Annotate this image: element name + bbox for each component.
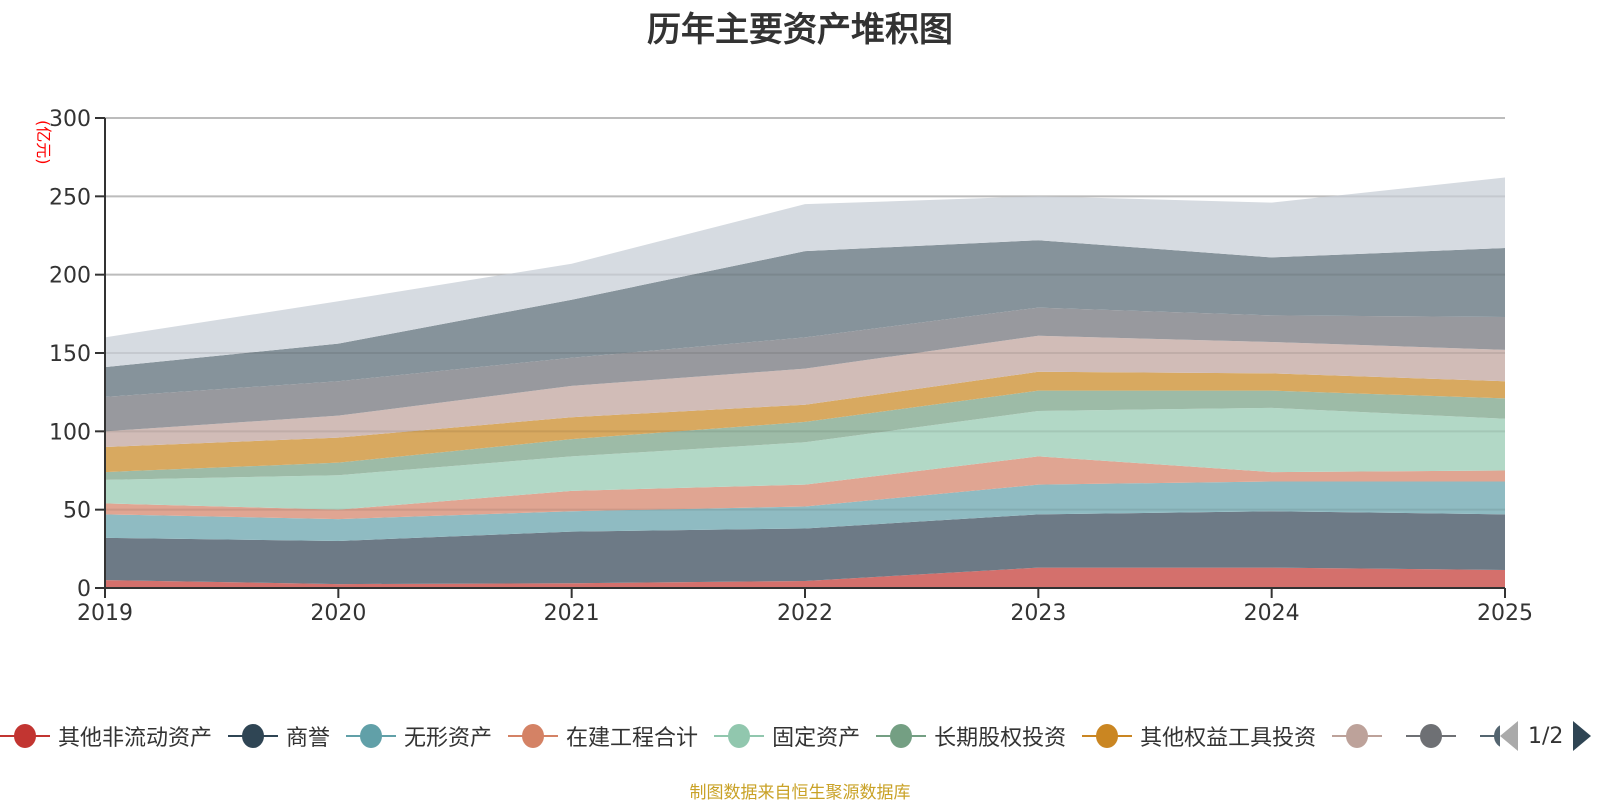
area-series-9[interactable]: [105, 240, 1505, 397]
x-tick-label: 2022: [777, 601, 833, 626]
legend-circle-marker-icon: [1082, 724, 1133, 748]
legend-pager: 1/2: [1500, 716, 1600, 756]
area-series-2[interactable]: [105, 481, 1505, 541]
legend-item[interactable]: 固定资产: [714, 720, 860, 752]
triangle-left-icon[interactable]: [1500, 721, 1518, 751]
legend-circle-marker-icon: [508, 724, 559, 748]
y-tick-label: 0: [77, 577, 91, 602]
stacked-area-chart: 0 50 100 150 200 250 300 2019 2020 2021 2022 2023 20…: [34, 107, 1533, 626]
x-tick-label: 2020: [310, 601, 366, 626]
legend-circle-marker-icon: [0, 724, 50, 748]
legend-circle-marker-icon: [346, 724, 397, 748]
y-tick-label: 150: [49, 342, 91, 367]
legend-label: 固定资产: [772, 726, 861, 751]
legend-page-indicator: 1/2: [1528, 723, 1564, 749]
x-tick-label: 2023: [1010, 601, 1066, 626]
legend-item[interactable]: 其他权益工具投资: [1082, 720, 1316, 752]
legend-label: 商誉: [286, 726, 331, 751]
area-series-1[interactable]: [105, 511, 1505, 585]
legend-item[interactable]: 商誉: [228, 720, 330, 752]
legend-label: 无形资产: [404, 726, 493, 751]
area-series-3[interactable]: [105, 456, 1505, 520]
y-axis-unit-label: (亿元): [34, 120, 53, 165]
axes: 0 50 100 150 200 250 300 2019 2020 2021 2022 2023 20…: [49, 107, 1533, 626]
chart-title: 历年主要资产堆积图: [647, 10, 953, 50]
legend-label: 其他权益工具投资: [1140, 726, 1317, 751]
legend-circle-marker-icon: [876, 724, 927, 748]
y-tick-label: 200: [49, 264, 91, 289]
legend-item[interactable]: 其他非流动资产: [0, 720, 212, 752]
area-series-layer: [105, 117, 1505, 588]
legend-circle-marker-icon: [714, 724, 765, 748]
y-tick-label: 300: [49, 107, 91, 132]
legend-item[interactable]: 无形资产: [346, 720, 492, 752]
legend-circle-marker-icon: [1406, 724, 1457, 748]
area-series-10[interactable]: [105, 177, 1505, 368]
x-tick-label: 2024: [1244, 601, 1300, 626]
legend-circle-marker-icon: [228, 724, 279, 748]
legend-label: 其他非流动资产: [58, 726, 213, 751]
x-tick-label: 2021: [544, 601, 600, 626]
legend-item[interactable]: 在建工程合计: [508, 720, 698, 752]
legend-item[interactable]: 长期股权投资: [876, 720, 1066, 752]
legend-circle-marker-icon: [1332, 724, 1383, 748]
y-tick-label: 100: [49, 420, 91, 445]
legend: 其他非流动资产 商誉 无形资产 在建工程合计 固定资产 长期股权投资 其他权益工具投资: [0, 716, 1600, 756]
legend-label: 在建工程合计: [566, 726, 699, 751]
area-series-5[interactable]: [105, 390, 1505, 480]
area-series-7[interactable]: [105, 335, 1505, 447]
area-series-4[interactable]: [105, 407, 1505, 510]
legend-item[interactable]: [1406, 724, 1464, 748]
area-series-6[interactable]: [105, 371, 1505, 473]
triangle-right-icon[interactable]: [1573, 721, 1592, 751]
x-tick-label: 2025: [1477, 601, 1533, 626]
y-tick-label: 50: [63, 499, 91, 524]
area-series-8[interactable]: [105, 307, 1505, 432]
data-source-note: 制图数据来自恒生聚源数据库: [689, 783, 911, 803]
legend-item[interactable]: [1332, 724, 1390, 748]
legend-label: 长期股权投资: [934, 726, 1067, 751]
y-tick-label: 250: [49, 185, 91, 210]
x-tick-label: 2019: [77, 601, 133, 626]
area-series-0[interactable]: [105, 567, 1505, 588]
